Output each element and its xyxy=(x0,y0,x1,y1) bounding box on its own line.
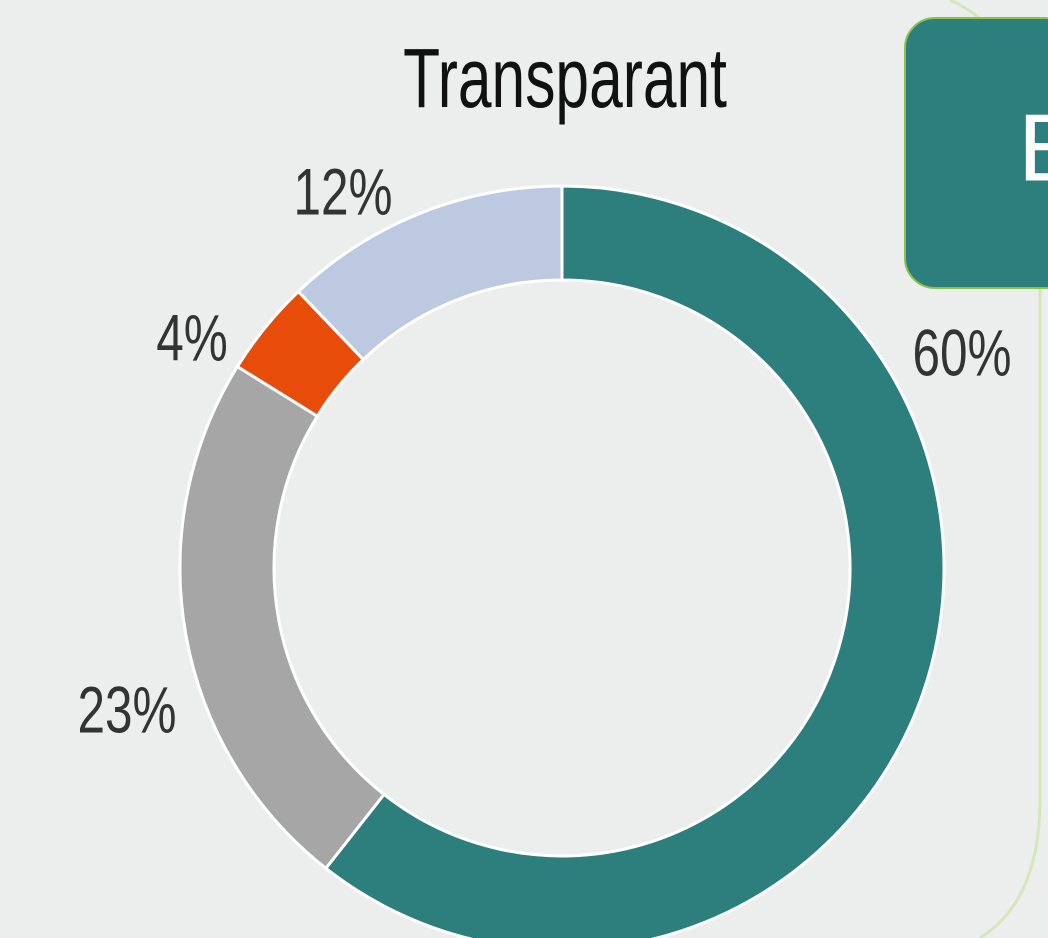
donut-slice xyxy=(323,184,946,938)
donut-slice xyxy=(296,184,564,362)
callout-text: E xyxy=(1018,94,1048,201)
data-label: 4% xyxy=(156,302,228,376)
donut-slice xyxy=(178,364,387,871)
data-label: 23% xyxy=(77,674,176,748)
data-label: 60% xyxy=(912,317,1011,391)
chart-title: Transparant xyxy=(403,31,727,125)
data-label: 12% xyxy=(293,156,392,230)
callout-box xyxy=(904,17,1048,289)
